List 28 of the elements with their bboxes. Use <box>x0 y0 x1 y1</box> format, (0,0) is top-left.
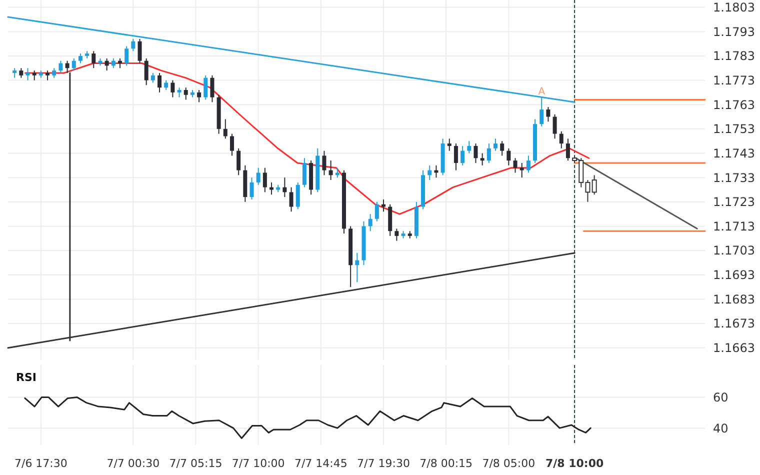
y-tick-label: 1.1783 <box>713 49 755 64</box>
y-tick-label: 1.1753 <box>713 122 755 136</box>
x-tick-label: 7/8 00:15 <box>420 457 473 470</box>
x-tick-label: 7/7 00:30 <box>106 457 160 470</box>
y-tick-label: 1.1723 <box>713 195 755 210</box>
annotation: A <box>538 86 546 98</box>
y-tick-label: 1.1763 <box>713 98 755 112</box>
x-tick-label: 7/7 10:00 <box>232 457 285 470</box>
y-tick-label: 1.1663 <box>713 341 755 356</box>
x-tick-label: 7/7 05:15 <box>169 457 222 470</box>
text: RSI <box>16 371 36 384</box>
y-tick-label: 1.1713 <box>713 219 755 234</box>
y-tick-label: 1.1733 <box>713 170 755 185</box>
x-tick-label: 7/8 10:00 <box>545 457 604 470</box>
y-tick-label: 1.1693 <box>713 268 755 282</box>
y-tick-label: 1.1773 <box>713 73 755 88</box>
x-tick-label: 7/8 05:00 <box>482 457 536 470</box>
y-tick-label: 1.1673 <box>713 316 755 331</box>
y-tick-label: 1.1803 <box>713 0 755 14</box>
y-tick-label: 1.1703 <box>713 244 755 258</box>
y-tick-label: 40 <box>713 421 728 436</box>
y-tick-label: 1.1743 <box>713 146 755 160</box>
x-tick-label: 7/7 19:30 <box>357 457 410 470</box>
x-tick-label: 7/7 14:45 <box>294 457 348 470</box>
y-tick-label: 60 <box>713 390 728 405</box>
x-tick-label: 7/6 17:30 <box>14 457 68 470</box>
y-tick-label: 1.1793 <box>713 24 755 39</box>
y-tick-label: 1.1683 <box>713 292 755 306</box>
